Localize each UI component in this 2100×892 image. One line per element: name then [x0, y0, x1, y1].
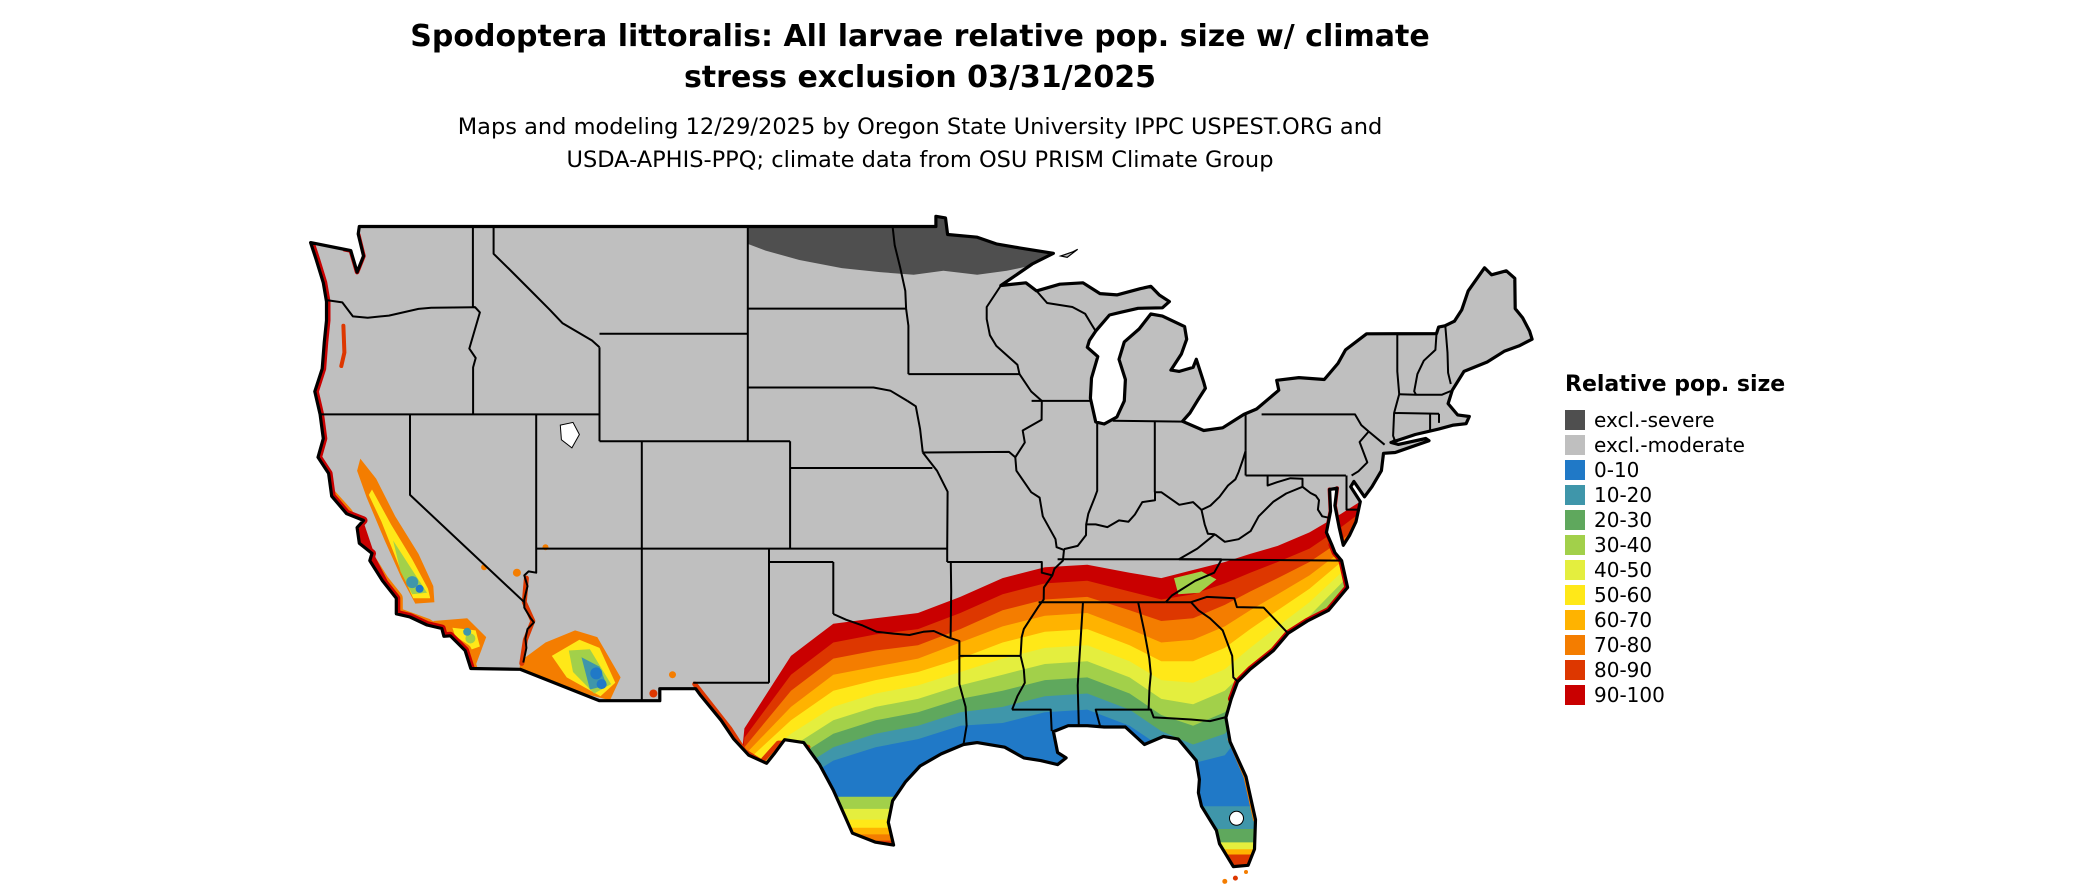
- legend-label: 20-30: [1594, 508, 1653, 532]
- legend-swatch: [1565, 460, 1585, 480]
- legend-swatch: [1565, 510, 1585, 530]
- legend-label: 0-10: [1594, 458, 1640, 482]
- legend-swatch: [1565, 535, 1585, 555]
- legend-label: excl.-severe: [1594, 408, 1715, 432]
- legend-row: 50-60: [1565, 585, 1785, 605]
- figure-subtitle-line1: Maps and modeling 12/29/2025 by Oregon S…: [457, 114, 1383, 140]
- figure-subtitle-line2: USDA-APHIS-PPQ; climate data from OSU PR…: [566, 147, 1274, 173]
- legend-label: 30-40: [1594, 533, 1653, 557]
- legend-row: 40-50: [1565, 560, 1785, 580]
- legend: Relative pop. size excl.-severe excl.-mod…: [1565, 372, 1785, 710]
- legend-items: excl.-severe excl.-moderate 0-10 10-20 20-30…: [1565, 410, 1785, 705]
- legend-row: 10-20: [1565, 485, 1785, 505]
- figure-title-line1: Spodoptera littoralis: All larvae relati…: [410, 19, 1430, 54]
- legend-row: 30-40: [1565, 535, 1785, 555]
- legend-swatch: [1565, 610, 1585, 630]
- legend-row: 0-10: [1565, 460, 1785, 480]
- legend-row: 90-100: [1565, 685, 1785, 705]
- legend-row: 60-70: [1565, 610, 1785, 630]
- legend-swatch: [1565, 435, 1585, 455]
- legend-swatch: [1565, 560, 1585, 580]
- legend-row: 80-90: [1565, 660, 1785, 680]
- legend-label: 40-50: [1594, 558, 1653, 582]
- legend-title: Relative pop. size: [1565, 372, 1786, 397]
- legend-swatch: [1565, 685, 1585, 705]
- legend-swatch: [1565, 485, 1585, 505]
- legend-row: excl.-moderate: [1565, 435, 1785, 455]
- legend-swatch: [1565, 635, 1585, 655]
- legend-label: 50-60: [1594, 583, 1653, 607]
- us-map: [309, 214, 1534, 884]
- legend-label: 80-90: [1594, 658, 1653, 682]
- legend-label: 10-20: [1594, 483, 1653, 507]
- figure-subtitle: Maps and modeling 12/29/2025 by Oregon S…: [0, 111, 1840, 177]
- legend-row: 70-80: [1565, 635, 1785, 655]
- legend-swatch: [1565, 660, 1585, 680]
- legend-label: 60-70: [1594, 608, 1653, 632]
- legend-row: 20-30: [1565, 510, 1785, 530]
- figure-header: Spodoptera littoralis: All larvae relati…: [0, 16, 1840, 177]
- legend-swatch: [1565, 410, 1585, 430]
- legend-label: excl.-moderate: [1594, 433, 1745, 457]
- legend-label: 90-100: [1594, 683, 1665, 707]
- legend-label: 70-80: [1594, 633, 1653, 657]
- legend-row: excl.-severe: [1565, 410, 1785, 430]
- legend-swatch: [1565, 585, 1585, 605]
- figure-title-line2: stress exclusion 03/31/2025: [683, 60, 1157, 95]
